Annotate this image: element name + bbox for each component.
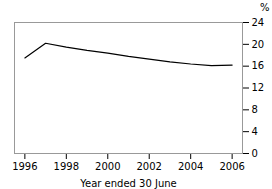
svg-text:24: 24 bbox=[252, 17, 265, 28]
svg-text:12: 12 bbox=[252, 82, 265, 93]
svg-text:8: 8 bbox=[252, 104, 258, 115]
svg-text:1996: 1996 bbox=[12, 161, 37, 172]
svg-text:1998: 1998 bbox=[54, 161, 79, 172]
svg-text:2004: 2004 bbox=[178, 161, 203, 172]
svg-text:Year ended 30 June: Year ended 30 June bbox=[79, 178, 177, 189]
svg-text:2000: 2000 bbox=[95, 161, 120, 172]
svg-text:2006: 2006 bbox=[219, 161, 244, 172]
svg-text:4: 4 bbox=[252, 126, 258, 137]
svg-text:0: 0 bbox=[252, 148, 258, 159]
svg-text:%: % bbox=[260, 2, 270, 13]
svg-text:20: 20 bbox=[252, 39, 265, 50]
svg-text:16: 16 bbox=[252, 60, 265, 71]
svg-text:2002: 2002 bbox=[137, 161, 162, 172]
